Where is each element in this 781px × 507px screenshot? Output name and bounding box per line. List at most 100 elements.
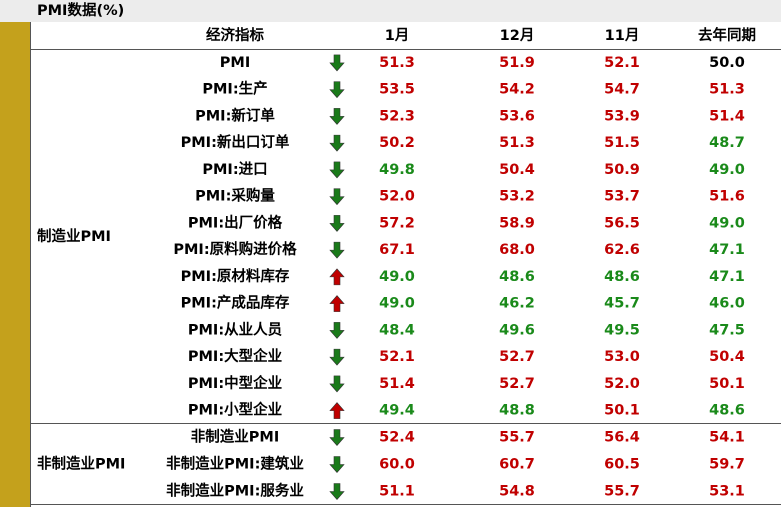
cell-value: 52.7 <box>499 376 535 392</box>
column-header: 去年同期 <box>698 26 756 44</box>
trend-arrow <box>329 188 345 206</box>
cell-value: 54.8 <box>499 484 535 500</box>
cell-value: 46.0 <box>709 296 745 312</box>
cell-value: 62.6 <box>604 242 640 258</box>
cell-value: 49.5 <box>604 322 640 338</box>
row-name: PMI:小型企业 <box>188 401 282 419</box>
row-name: 非制造业PMI:建筑业 <box>166 455 304 473</box>
table-title: PMI数据(%) <box>37 1 124 19</box>
row-name: PMI:进口 <box>202 161 267 178</box>
trend-arrow <box>329 108 345 125</box>
cell-value: 50.2 <box>379 135 415 151</box>
cell-value: 50.0 <box>709 55 745 71</box>
row-name: PMI:出厂价格 <box>188 213 283 231</box>
cell-value: 51.4 <box>709 108 745 124</box>
row-name: PMI:原料购进价格 <box>173 240 297 258</box>
cell-value: 68.0 <box>499 242 535 258</box>
cell-value: 53.6 <box>499 108 535 124</box>
cell-value: 51.3 <box>709 82 745 98</box>
row-name: PMI:产成品库存 <box>181 294 290 312</box>
cell-value: 51.9 <box>499 55 535 71</box>
side-strip <box>0 22 30 507</box>
trend-arrow <box>329 134 345 152</box>
row-name: PMI:原材料库存 <box>181 267 290 285</box>
cell-value: 50.1 <box>709 376 745 392</box>
cell-value: 49.0 <box>709 215 745 231</box>
cell-value: 60.7 <box>499 457 535 473</box>
cell-value: 59.7 <box>709 457 745 473</box>
cell-value: 50.1 <box>604 403 640 419</box>
cell-value: 48.7 <box>709 135 745 151</box>
cell-value: 53.9 <box>604 108 640 124</box>
trend-arrow <box>329 268 345 286</box>
cell-value: 46.2 <box>499 296 535 312</box>
cell-value: 48.6 <box>709 403 745 419</box>
cell-value: 49.4 <box>379 403 415 419</box>
trend-arrow <box>329 241 345 259</box>
cell-value: 56.5 <box>604 215 640 231</box>
column-header: 12月 <box>500 27 535 44</box>
cell-value: 52.7 <box>499 349 535 365</box>
row-name: PMI:新订单 <box>195 106 275 124</box>
cell-value: 50.4 <box>499 162 535 178</box>
cell-value: 52.3 <box>379 108 415 124</box>
cell-value: 47.1 <box>709 242 745 258</box>
cell-value: 49.0 <box>709 162 745 178</box>
cell-value: 53.2 <box>499 189 535 205</box>
cell-value: 49.6 <box>499 322 535 338</box>
row-name: PMI:采购量 <box>195 187 275 205</box>
column-header: 经济指标 <box>206 26 264 44</box>
group-label: 非制造业PMI <box>37 455 125 473</box>
cell-value: 52.0 <box>604 376 640 392</box>
trend-arrow <box>329 322 345 339</box>
cell-value: 54.1 <box>709 430 745 446</box>
group-label: 制造业PMI <box>37 227 111 245</box>
trend-arrow <box>329 456 345 473</box>
cell-value: 53.1 <box>709 484 745 500</box>
row-name: PMI <box>220 55 250 71</box>
trend-arrow <box>329 161 345 179</box>
cell-value: 52.1 <box>604 55 640 71</box>
row-name: PMI:大型企业 <box>188 347 282 365</box>
trend-arrow <box>329 402 345 419</box>
cell-value: 53.0 <box>604 349 640 365</box>
cell-value: 52.0 <box>379 189 415 205</box>
row-name: 非制造业PMI:服务业 <box>166 482 304 500</box>
cell-value: 53.5 <box>379 82 415 98</box>
trend-arrow <box>329 348 345 366</box>
cell-value: 49.8 <box>379 162 415 178</box>
cell-value: 58.9 <box>499 215 535 231</box>
cell-value: 51.1 <box>379 484 415 500</box>
cell-value: 50.9 <box>604 162 640 178</box>
trend-arrow <box>329 215 345 232</box>
column-header: 1月 <box>385 27 410 44</box>
cell-value: 48.8 <box>499 403 535 419</box>
column-header: 11月 <box>605 27 640 44</box>
cell-value: 56.4 <box>604 430 640 446</box>
row-name: 非制造业PMI <box>191 428 279 446</box>
cell-value: 47.1 <box>709 269 745 285</box>
trend-arrow <box>329 483 345 500</box>
cell-value: 54.7 <box>604 82 640 98</box>
row-name: PMI:中型企业 <box>188 374 282 392</box>
cell-value: 52.1 <box>379 349 415 365</box>
cell-value: 45.7 <box>604 296 640 312</box>
cell-value: 52.4 <box>379 430 415 446</box>
cell-value: 67.1 <box>379 242 415 258</box>
cell-value: 48.4 <box>379 322 415 338</box>
cell-value: 57.2 <box>379 215 415 231</box>
row-name: PMI:生产 <box>202 80 267 98</box>
cell-value: 60.5 <box>604 457 640 473</box>
cell-value: 47.5 <box>709 322 745 338</box>
title-bar <box>0 0 781 22</box>
trend-arrow <box>329 295 345 312</box>
cell-value: 51.3 <box>379 55 415 71</box>
cell-value: 48.6 <box>604 269 640 285</box>
cell-value: 55.7 <box>499 430 535 446</box>
cell-value: 55.7 <box>604 484 640 500</box>
cell-value: 49.0 <box>379 296 415 312</box>
cell-value: 51.3 <box>499 135 535 151</box>
row-name: PMI:新出口订单 <box>181 133 290 151</box>
cell-value: 60.0 <box>379 457 415 473</box>
